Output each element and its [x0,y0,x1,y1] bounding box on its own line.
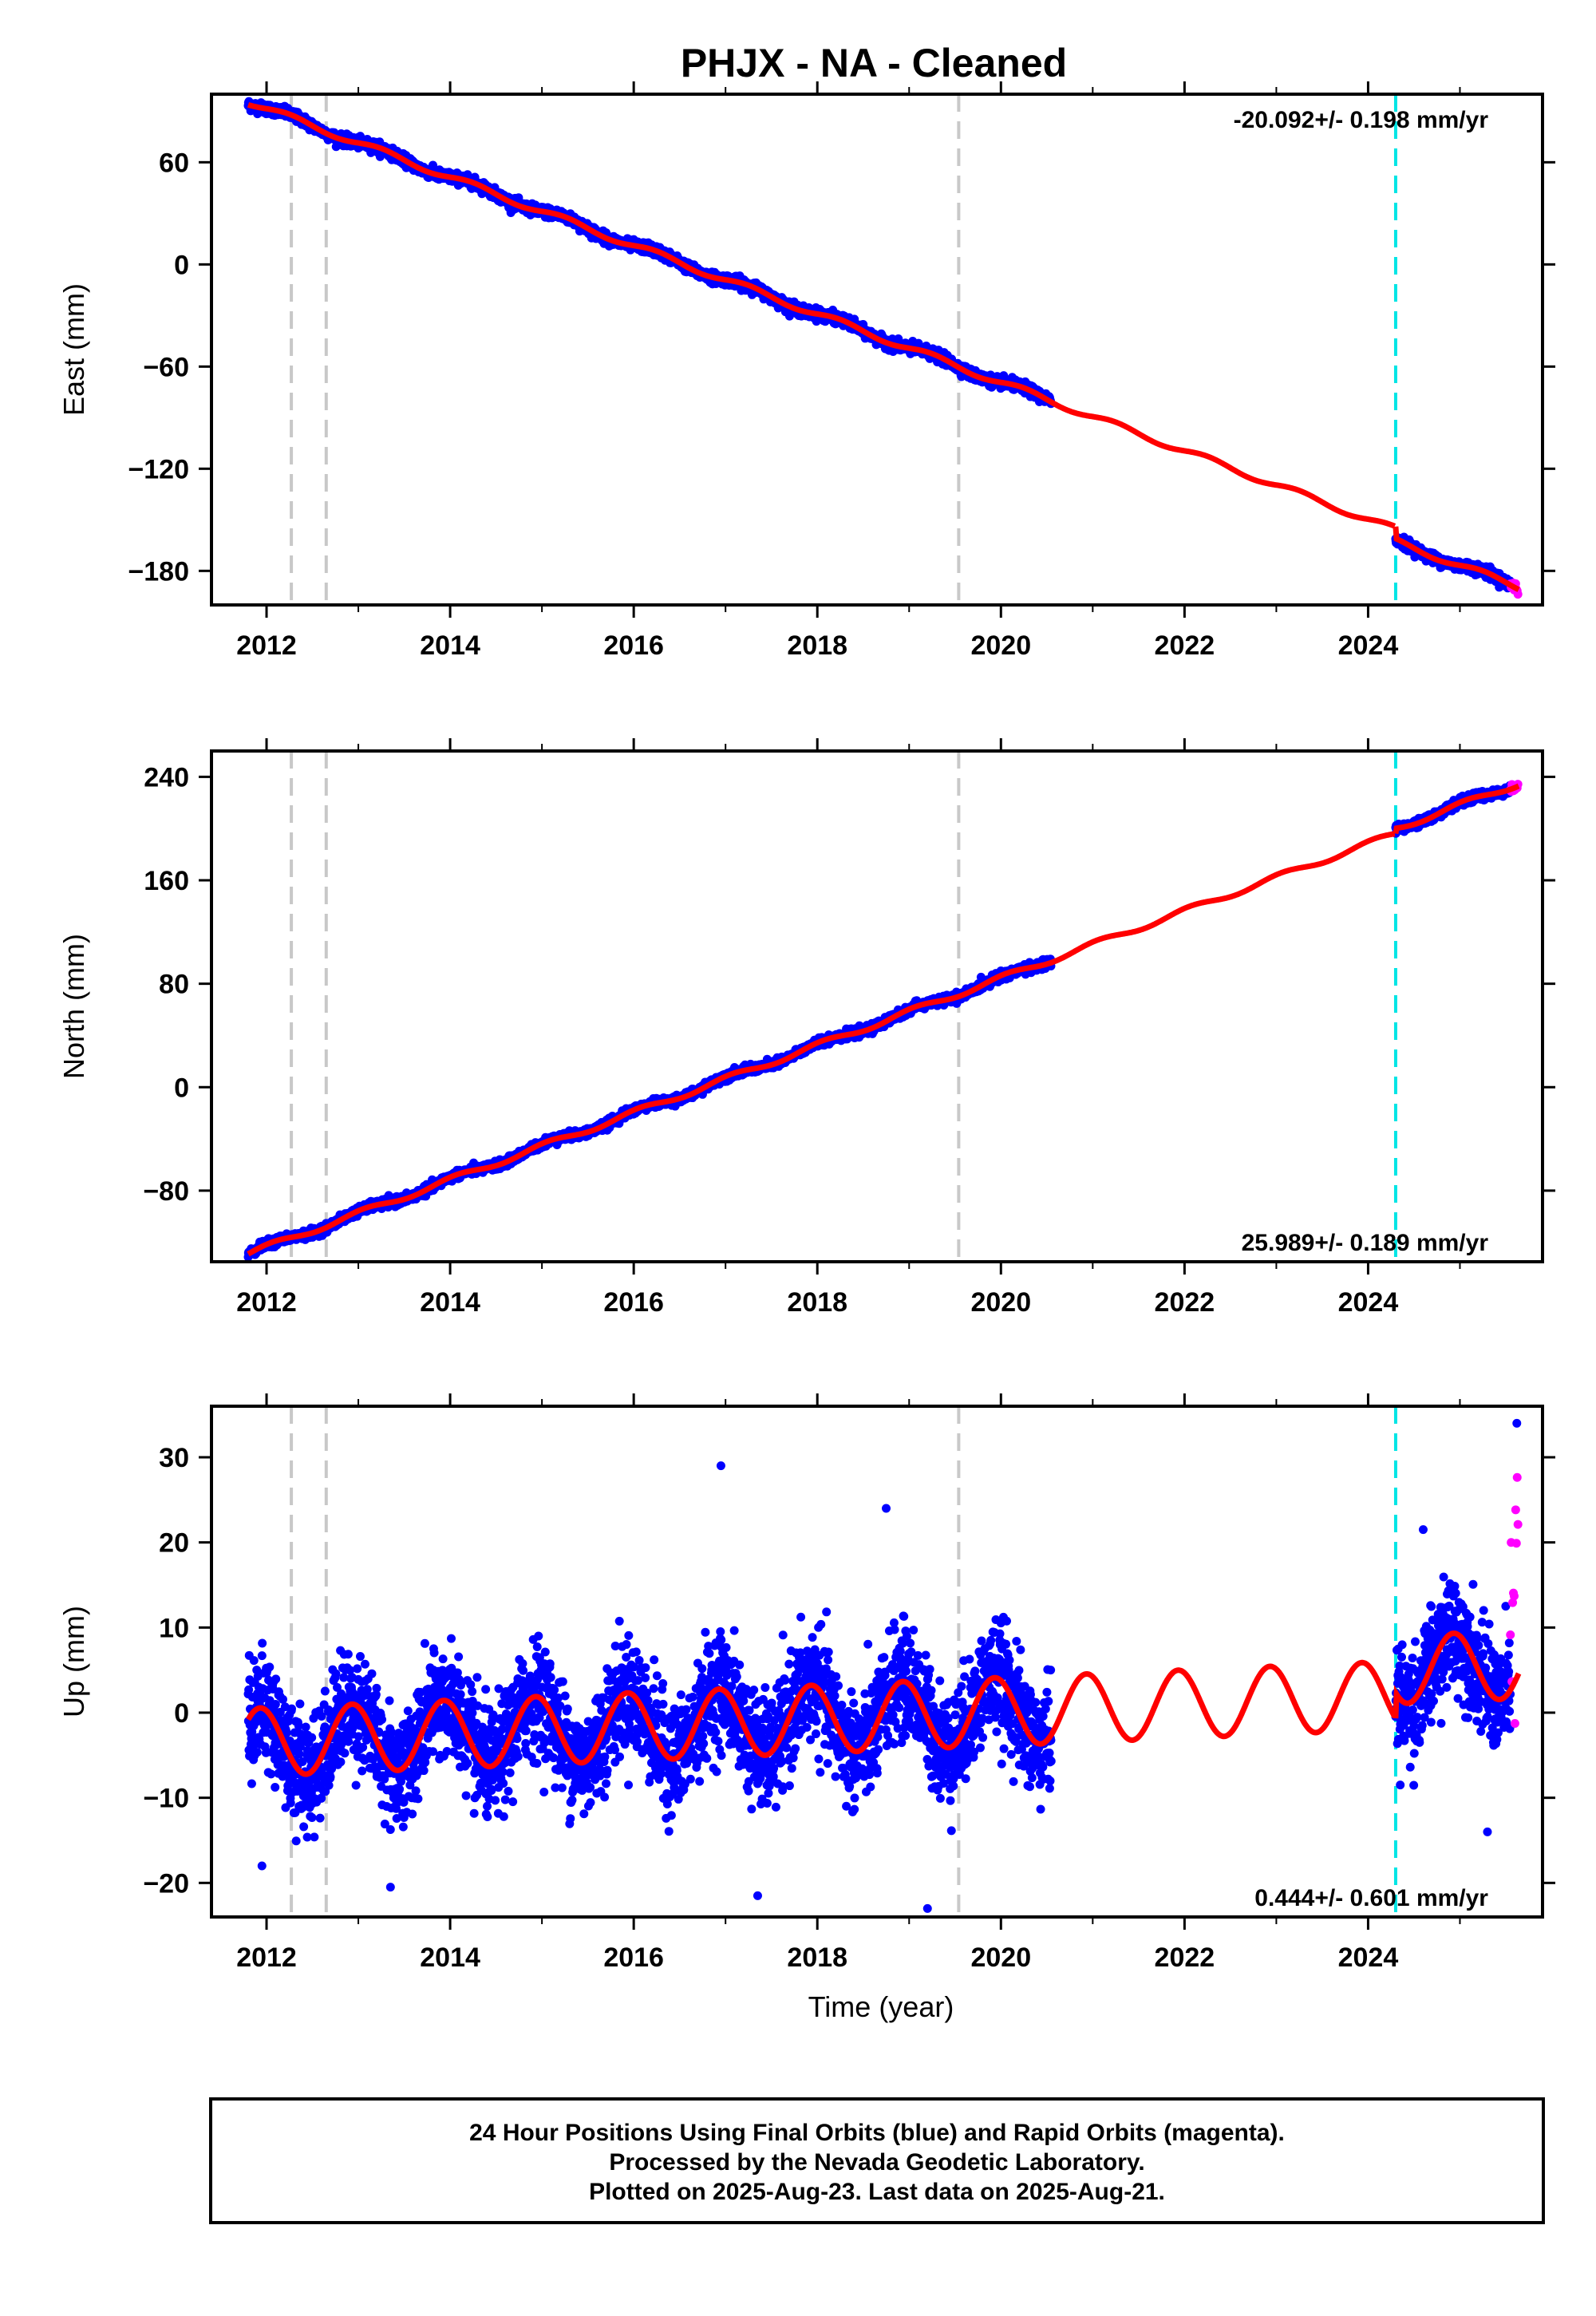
east-xtick-label: 2022 [1155,630,1215,661]
east-xtick-label: 2014 [420,630,480,661]
east-frame [210,93,1544,607]
panel-east: 2012 2014 2016 2018 2020 2022 2024 −180 −120 −60 0… [57,81,1555,661]
panels: 2012 2014 2016 2018 2020 2022 2024 −180 −120 −60 0… [57,81,1555,2023]
east-ylabel: East (mm) [57,283,90,416]
east-xtick-label: 2018 [787,630,847,661]
east-ytick-label: 60 [159,148,189,178]
east-xtick-label: 2012 [236,630,297,661]
east-ytick-label: 0 [174,250,189,280]
panel-north: 2012 2014 2016 2018 2020 2022 2024−80080160240… [57,738,1555,1318]
east-rapid-point [1513,590,1523,599]
east-xtick-label: 2024 [1338,630,1399,661]
north-final-orbit-points [243,781,1515,1262]
east-xtick-label: 2016 [603,630,664,661]
east-model-line [247,101,1520,592]
east-plot-area [243,94,1523,605]
east-ytick-label: −60 [143,352,189,382]
east-ytick-label: −180 [128,556,189,587]
east-xtick-label: 2020 [970,630,1031,661]
north-plot-area [243,751,1523,1262]
figure-title: PHJX - NA - Cleaned [681,41,1067,85]
east-ytick-label: −120 [128,454,189,484]
east-rate-label: -20.092+/- 0.198 mm/yr [1234,107,1489,133]
